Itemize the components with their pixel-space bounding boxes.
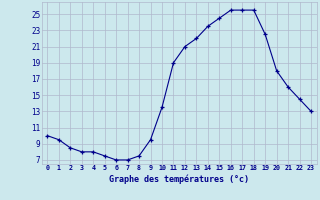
X-axis label: Graphe des températures (°c): Graphe des températures (°c)	[109, 174, 249, 184]
